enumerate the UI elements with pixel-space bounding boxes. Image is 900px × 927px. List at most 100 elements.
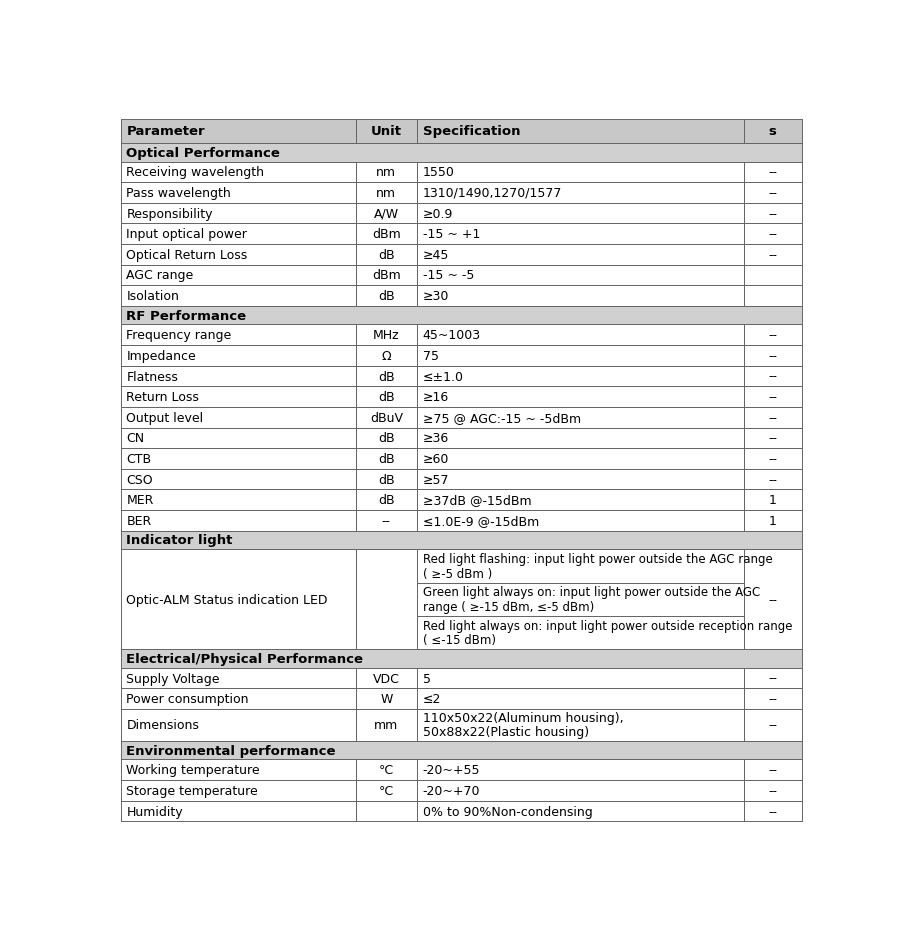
Text: ≥57: ≥57	[423, 473, 449, 486]
Text: 5: 5	[423, 672, 430, 685]
Text: Red light always on: input light power outside reception range: Red light always on: input light power o…	[423, 619, 792, 632]
Bar	[417, 709, 743, 741]
Bar	[743, 387, 802, 408]
Text: °C: °C	[379, 784, 394, 797]
Bar	[121, 307, 802, 325]
Bar	[121, 449, 356, 469]
Bar	[417, 224, 743, 245]
Bar	[743, 449, 802, 469]
Text: Input optical power: Input optical power	[126, 228, 248, 241]
Text: dB: dB	[378, 432, 395, 445]
Text: s: s	[769, 125, 777, 138]
Text: ≤±1.0: ≤±1.0	[423, 370, 464, 383]
Text: --: --	[769, 186, 778, 199]
Text: Responsibility: Responsibility	[126, 208, 213, 221]
Bar	[417, 489, 743, 511]
Bar	[356, 801, 417, 821]
Text: 1: 1	[769, 494, 777, 507]
Text: 50x88x22(Plastic housing): 50x88x22(Plastic housing)	[423, 726, 589, 739]
Text: Impedance: Impedance	[126, 349, 196, 362]
Bar	[743, 668, 802, 689]
Bar	[356, 689, 417, 709]
Bar	[743, 366, 802, 387]
Bar	[356, 120, 417, 144]
Bar	[417, 689, 743, 709]
Bar	[743, 162, 802, 183]
Bar	[121, 265, 356, 286]
Text: ≥0.9: ≥0.9	[423, 208, 453, 221]
Bar	[121, 428, 356, 449]
Text: --: --	[769, 248, 778, 261]
Text: Working temperature: Working temperature	[126, 764, 260, 777]
Bar	[743, 183, 802, 204]
Bar	[356, 245, 417, 265]
Bar	[356, 428, 417, 449]
Bar	[356, 183, 417, 204]
Text: --: --	[769, 432, 778, 445]
Bar	[121, 759, 356, 781]
Bar	[743, 408, 802, 428]
Text: ≤2: ≤2	[423, 692, 441, 705]
Text: ≥60: ≥60	[423, 452, 449, 465]
Bar	[417, 759, 743, 781]
Text: ≥45: ≥45	[423, 248, 449, 261]
Bar	[121, 511, 356, 531]
Text: A/W: A/W	[374, 208, 399, 221]
Text: Parameter: Parameter	[126, 125, 205, 138]
Bar	[356, 325, 417, 346]
Bar	[743, 550, 802, 650]
Bar	[417, 204, 743, 224]
Bar	[743, 689, 802, 709]
Bar	[121, 366, 356, 387]
Bar	[121, 387, 356, 408]
Bar	[121, 668, 356, 689]
Text: ≥30: ≥30	[423, 290, 449, 303]
Text: dB: dB	[378, 248, 395, 261]
Text: --: --	[769, 228, 778, 241]
Bar	[417, 408, 743, 428]
Text: dB: dB	[378, 370, 395, 383]
Bar	[417, 265, 743, 286]
Bar	[417, 245, 743, 265]
Text: --: --	[769, 370, 778, 383]
Text: -15 ~ -5: -15 ~ -5	[423, 269, 474, 282]
Bar	[356, 550, 417, 650]
Text: Optical Return Loss: Optical Return Loss	[126, 248, 248, 261]
Text: Power consumption: Power consumption	[126, 692, 249, 705]
Bar	[121, 709, 356, 741]
Text: ≥36: ≥36	[423, 432, 449, 445]
Bar	[356, 781, 417, 801]
Bar	[121, 144, 802, 162]
Bar	[417, 616, 743, 650]
Bar	[743, 224, 802, 245]
Text: --: --	[769, 452, 778, 465]
Text: --: --	[769, 784, 778, 797]
Text: °C: °C	[379, 764, 394, 777]
Bar	[356, 469, 417, 489]
Bar	[417, 387, 743, 408]
Bar	[121, 801, 356, 821]
Bar	[417, 511, 743, 531]
Text: Optical Performance: Optical Performance	[126, 146, 280, 159]
Text: MHz: MHz	[374, 329, 400, 342]
Text: ( ≤-15 dBm): ( ≤-15 dBm)	[423, 633, 496, 646]
Bar	[121, 741, 802, 759]
Bar	[356, 489, 417, 511]
Text: Storage temperature: Storage temperature	[126, 784, 258, 797]
Bar	[356, 408, 417, 428]
Text: Receiving wavelength: Receiving wavelength	[126, 166, 265, 179]
Text: nm: nm	[376, 166, 396, 179]
Text: dBuV: dBuV	[370, 412, 403, 425]
Bar	[356, 265, 417, 286]
Bar	[121, 489, 356, 511]
Bar	[121, 469, 356, 489]
Text: 0% to 90%Non-condensing: 0% to 90%Non-condensing	[423, 805, 592, 818]
Bar	[417, 781, 743, 801]
Bar	[417, 346, 743, 366]
Text: dB: dB	[378, 494, 395, 507]
Text: ≤1.0E-9 @-15dBm: ≤1.0E-9 @-15dBm	[423, 514, 539, 527]
Text: Frequency range: Frequency range	[126, 329, 231, 342]
Bar	[356, 709, 417, 741]
Bar	[417, 183, 743, 204]
Bar	[356, 224, 417, 245]
